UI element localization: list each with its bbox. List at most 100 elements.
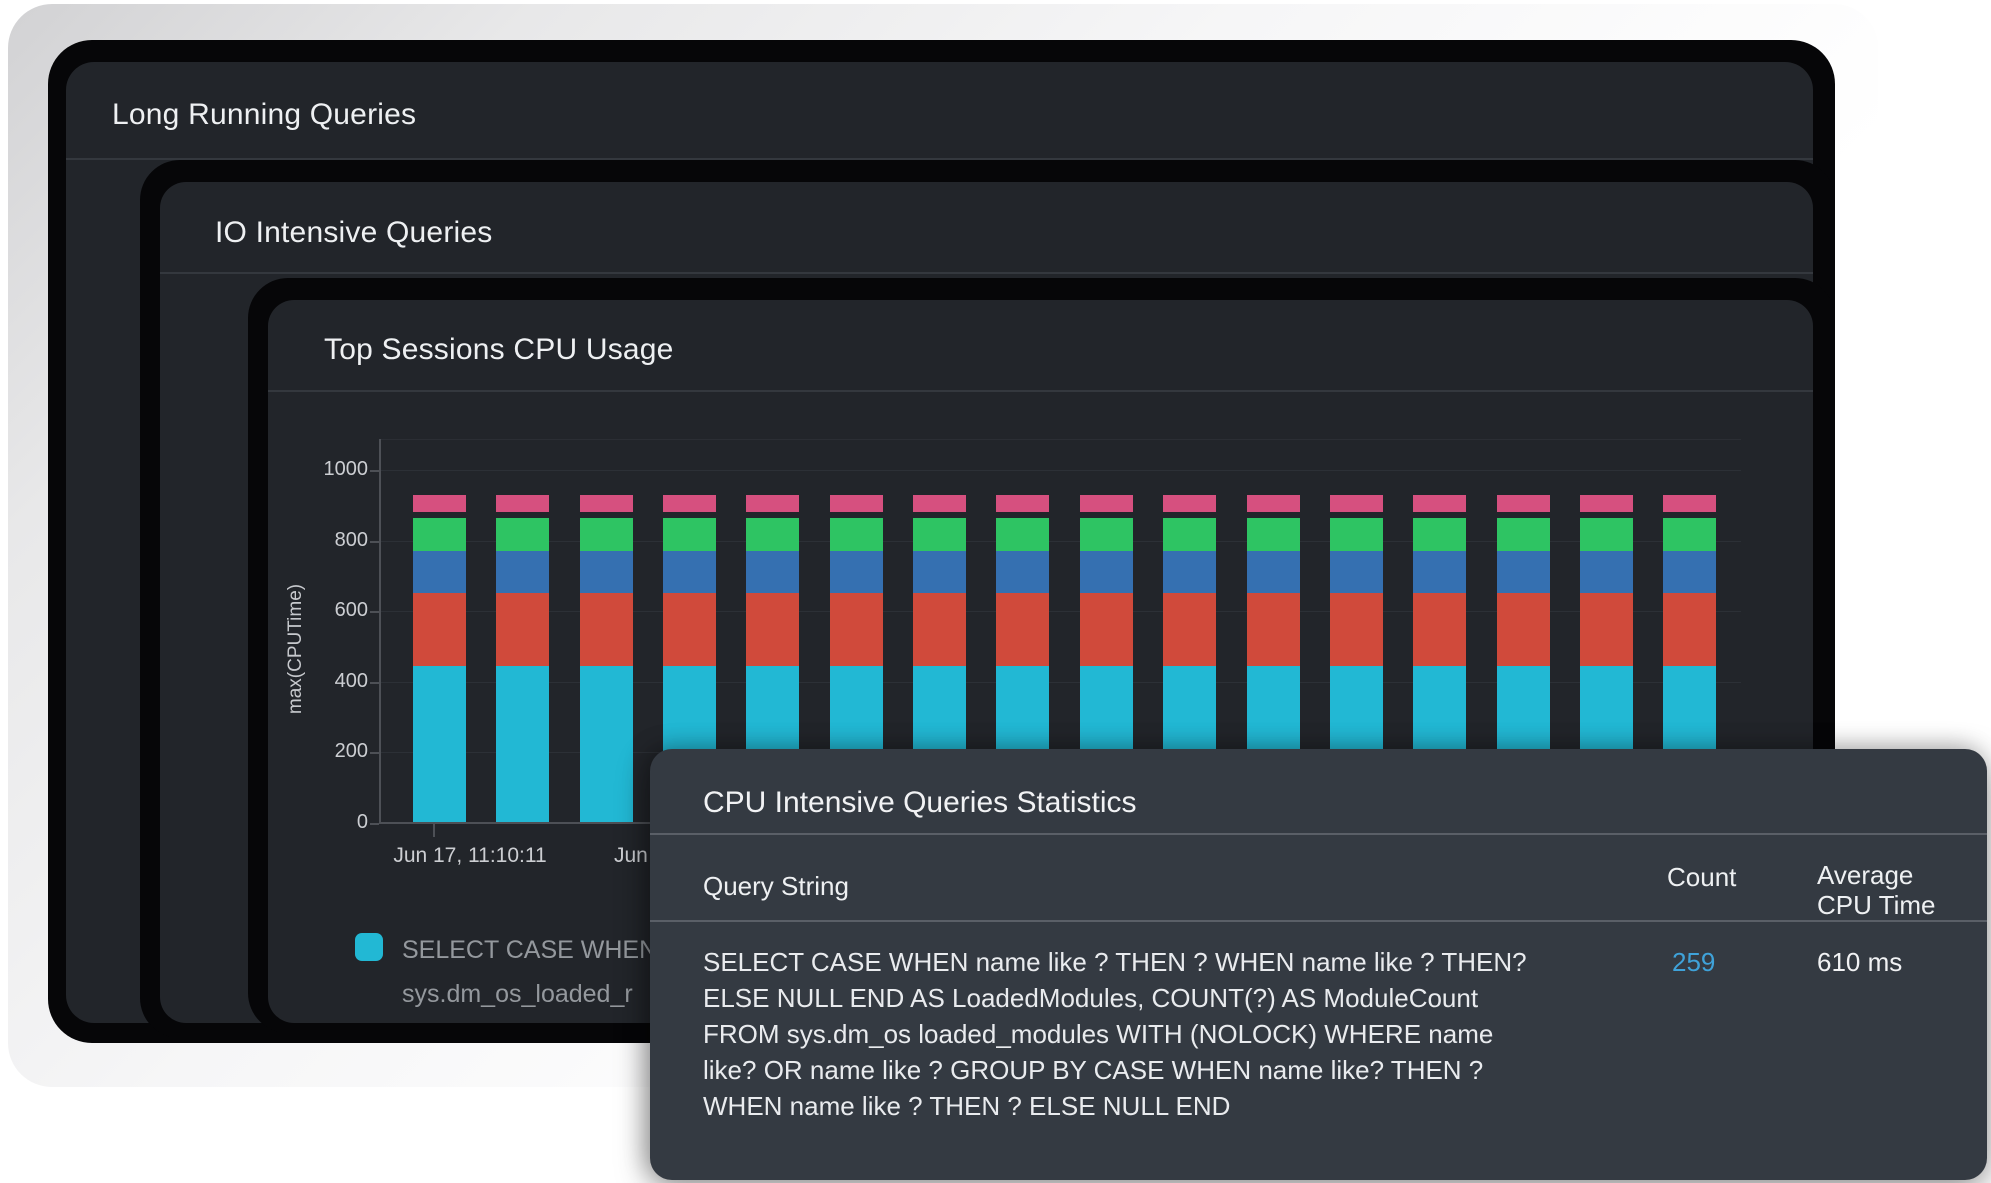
average-cpu-time-cell: 610 ms bbox=[1817, 947, 1903, 977]
bar-segment-red[interactable] bbox=[996, 593, 1049, 667]
bar-segment-blue[interactable] bbox=[913, 551, 966, 594]
bar-segment-red[interactable] bbox=[830, 593, 883, 667]
bar-segment-green[interactable] bbox=[913, 518, 966, 552]
bar-segment-pink[interactable] bbox=[913, 495, 966, 513]
bar-segment-green[interactable] bbox=[413, 518, 466, 552]
bar-segment-green[interactable] bbox=[1163, 518, 1216, 552]
y-tick-label: 1000 bbox=[323, 458, 369, 480]
y-tick-mark bbox=[370, 752, 379, 754]
bar-segment-green[interactable] bbox=[1080, 518, 1133, 552]
bar-segment-pink[interactable] bbox=[1080, 495, 1133, 513]
gridline bbox=[381, 470, 1741, 471]
bar-segment-pink[interactable] bbox=[996, 495, 1049, 513]
bar-segment-pink[interactable] bbox=[1163, 495, 1216, 513]
bar-segment-cyan[interactable] bbox=[496, 666, 549, 823]
y-tick-label: 200 bbox=[334, 740, 368, 762]
bar-segment-red[interactable] bbox=[496, 593, 549, 667]
bar-segment-green[interactable] bbox=[1580, 518, 1633, 552]
bar-segment-blue[interactable] bbox=[580, 551, 633, 594]
query-string-line: ELSE NULL END AS LoadedModules, COUNT(?)… bbox=[703, 983, 1479, 1013]
bar-segment-pink[interactable] bbox=[496, 495, 549, 513]
bar-segment-blue[interactable] bbox=[413, 551, 466, 594]
bar-segment-pink[interactable] bbox=[1580, 495, 1633, 513]
y-tick-mark bbox=[370, 611, 379, 613]
gridline bbox=[381, 682, 1741, 683]
bar-segment-blue[interactable] bbox=[496, 551, 549, 594]
bar-segment-red[interactable] bbox=[580, 593, 633, 667]
panel-divider bbox=[66, 158, 1813, 160]
legend-label-line1[interactable]: SELECT CASE WHEN bbox=[402, 936, 658, 964]
panel-divider bbox=[268, 390, 1813, 392]
bar-segment-red[interactable] bbox=[663, 593, 716, 667]
bar-segment-green[interactable] bbox=[663, 518, 716, 552]
bar-segment-pink[interactable] bbox=[413, 495, 466, 513]
bar-segment-green[interactable] bbox=[1413, 518, 1466, 552]
count-link[interactable]: 259 bbox=[1672, 947, 1716, 977]
bar-segment-green[interactable] bbox=[746, 518, 799, 552]
bar-segment-red[interactable] bbox=[1497, 593, 1550, 667]
y-tick-label: 800 bbox=[334, 529, 368, 551]
bar-segment-red[interactable] bbox=[1247, 593, 1300, 667]
bar-segment-blue[interactable] bbox=[1413, 551, 1466, 594]
column-header-query-string: Query String bbox=[703, 871, 849, 901]
y-tick-label: 600 bbox=[334, 599, 368, 621]
bar-segment-blue[interactable] bbox=[996, 551, 1049, 594]
bar-segment-cyan[interactable] bbox=[580, 666, 633, 823]
y-tick-mark bbox=[370, 470, 379, 472]
x-tick-label: Jun 17, 11:10:11 bbox=[393, 844, 547, 867]
bar-segment-pink[interactable] bbox=[1663, 495, 1716, 513]
bar-segment-blue[interactable] bbox=[1580, 551, 1633, 594]
bar-segment-pink[interactable] bbox=[1413, 495, 1466, 513]
bar-segment-blue[interactable] bbox=[830, 551, 883, 594]
bar-segment-blue[interactable] bbox=[1163, 551, 1216, 594]
bar-segment-pink[interactable] bbox=[663, 495, 716, 513]
bar-segment-red[interactable] bbox=[1580, 593, 1633, 667]
bar-segment-green[interactable] bbox=[1663, 518, 1716, 552]
bar-segment-pink[interactable] bbox=[1497, 495, 1550, 513]
plot-top-border bbox=[381, 439, 1741, 440]
bar-segment-green[interactable] bbox=[1247, 518, 1300, 552]
panel-title-io-intensive: IO Intensive Queries bbox=[215, 216, 493, 249]
bar-segment-pink[interactable] bbox=[1330, 495, 1383, 513]
bar-segment-red[interactable] bbox=[1080, 593, 1133, 667]
bar-segment-blue[interactable] bbox=[1080, 551, 1133, 594]
bar-segment-green[interactable] bbox=[580, 518, 633, 552]
bar-segment-blue[interactable] bbox=[1247, 551, 1300, 594]
bar-segment-pink[interactable] bbox=[1247, 495, 1300, 513]
query-string-cell: SELECT CASE WHEN name like ? THEN ? WHEN… bbox=[703, 944, 1527, 1124]
bar-segment-red[interactable] bbox=[913, 593, 966, 667]
bar-segment-green[interactable] bbox=[496, 518, 549, 552]
query-string-line: FROM sys.dm_os loaded_modules WITH (NOLO… bbox=[703, 1019, 1494, 1049]
bar-segment-red[interactable] bbox=[1413, 593, 1466, 667]
bar-segment-green[interactable] bbox=[1330, 518, 1383, 552]
bar-segment-red[interactable] bbox=[1330, 593, 1383, 667]
bar-segment-green[interactable] bbox=[1497, 518, 1550, 552]
bar-segment-blue[interactable] bbox=[1663, 551, 1716, 594]
bar-segment-blue[interactable] bbox=[746, 551, 799, 594]
cpu-intensive-stats-panel: CPU Intensive Queries Statistics Query S… bbox=[650, 749, 1987, 1180]
legend-swatch[interactable] bbox=[355, 933, 383, 961]
bar-segment-red[interactable] bbox=[1663, 593, 1716, 667]
bar-segment-pink[interactable] bbox=[830, 495, 883, 513]
y-tick-label: 0 bbox=[356, 811, 368, 833]
bar-segment-red[interactable] bbox=[746, 593, 799, 667]
bar-segment-blue[interactable] bbox=[663, 551, 716, 594]
bar-segment-red[interactable] bbox=[1163, 593, 1216, 667]
x-tick-mark bbox=[433, 824, 435, 837]
panel-title-top-sessions: Top Sessions CPU Usage bbox=[324, 333, 674, 366]
bar-segment-cyan[interactable] bbox=[413, 666, 466, 823]
stats-panel-title: CPU Intensive Queries Statistics bbox=[703, 786, 1137, 819]
bar-segment-pink[interactable] bbox=[746, 495, 799, 513]
bar-segment-blue[interactable] bbox=[1330, 551, 1383, 594]
legend-label-line2[interactable]: sys.dm_os_loaded_r bbox=[402, 980, 633, 1008]
column-header-average-cpu-time: Average CPU Time bbox=[1817, 860, 1936, 920]
bar-segment-blue[interactable] bbox=[1497, 551, 1550, 594]
query-string-line: SELECT CASE WHEN name like ? THEN ? WHEN… bbox=[703, 947, 1527, 977]
bar-segment-red[interactable] bbox=[413, 593, 466, 667]
bar-segment-green[interactable] bbox=[996, 518, 1049, 552]
bar-segment-pink[interactable] bbox=[580, 495, 633, 513]
bar-segment-green[interactable] bbox=[830, 518, 883, 552]
query-string-line: like? OR name like ? GROUP BY CASE WHEN … bbox=[703, 1055, 1484, 1085]
column-header-count: Count bbox=[1667, 862, 1737, 892]
